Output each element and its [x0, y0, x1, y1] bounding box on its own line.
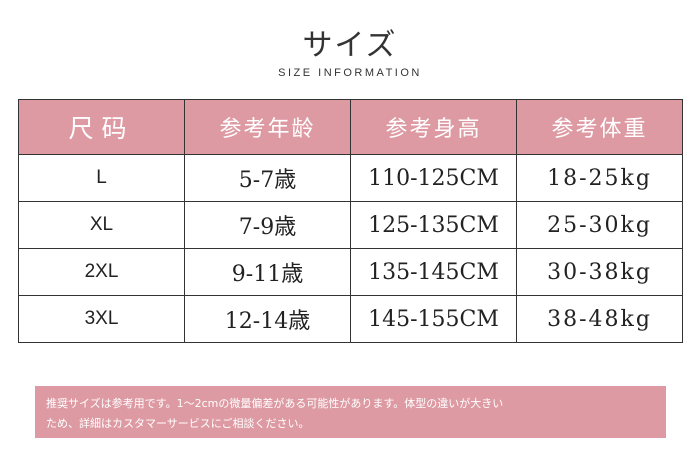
- cell-weight: 38-48kg: [516, 295, 683, 343]
- cell-age: 12-14歳: [184, 295, 351, 343]
- cell-weight: 18-25kg: [516, 154, 683, 202]
- table-header-row: 尺码 参考年龄 参考身高 参考体重: [18, 99, 683, 155]
- cell-age: 5-7歳: [184, 154, 351, 202]
- header-height: 参考身高: [350, 99, 517, 155]
- note-line-2: ため、詳細はカスタマーサービスにご相談ください。: [46, 417, 310, 430]
- header-weight: 参考体重: [516, 99, 683, 155]
- header-size: 尺码: [18, 99, 185, 155]
- table-row: 2XL 9-11歳 135-145CM 30-38kg: [18, 248, 683, 296]
- table-row: L 5-7歳 110-125CM 18-25kg: [18, 154, 683, 202]
- cell-size: L: [18, 154, 185, 202]
- cell-size: 3XL: [18, 295, 185, 343]
- table-row: 3XL 12-14歳 145-155CM 38-48kg: [18, 295, 683, 343]
- note-line-1: 推奨サイズは参考用です。1～2cmの微量偏差がある可能性があります。体型の違いが…: [46, 397, 504, 410]
- table-row: XL 7-9歳 125-135CM 25-30kg: [18, 201, 683, 249]
- cell-weight: 25-30kg: [516, 201, 683, 249]
- cell-height: 145-155CM: [350, 295, 517, 343]
- header-age: 参考年龄: [184, 99, 351, 155]
- cell-weight: 30-38kg: [516, 248, 683, 296]
- cell-height: 125-135CM: [350, 201, 517, 249]
- size-note: 推奨サイズは参考用です。1～2cmの微量偏差がある可能性があります。体型の違いが…: [35, 386, 666, 438]
- cell-age: 7-9歳: [184, 201, 351, 249]
- page-subtitle: SIZE INFORMATION: [278, 67, 422, 79]
- cell-age: 9-11歳: [184, 248, 351, 296]
- cell-height: 135-145CM: [350, 248, 517, 296]
- size-table: 尺码 参考年龄 参考身高 参考体重 L 5-7歳 110-125CM 18-25…: [18, 99, 683, 343]
- cell-height: 110-125CM: [350, 154, 517, 202]
- page-title: サイズ: [302, 28, 398, 63]
- cell-size: XL: [18, 201, 185, 249]
- cell-size: 2XL: [18, 248, 185, 296]
